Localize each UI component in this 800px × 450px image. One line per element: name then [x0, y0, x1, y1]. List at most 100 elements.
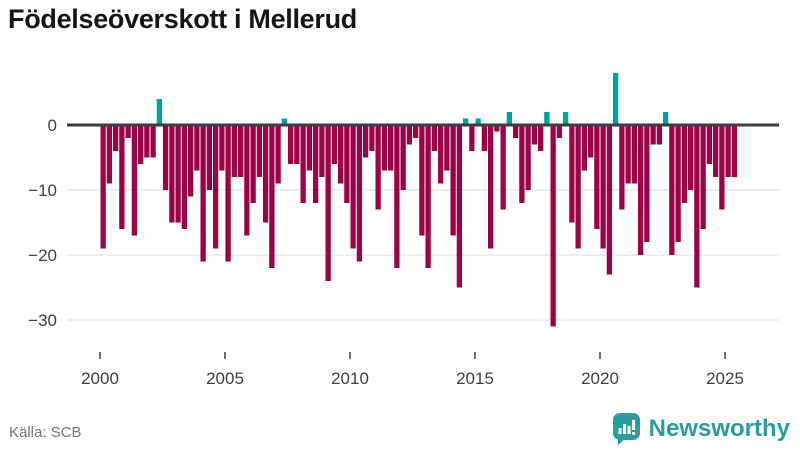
bar-2024Q2	[706, 125, 713, 164]
y-axis-label-−10: −10	[28, 181, 57, 200]
bar-2009Q4	[344, 125, 350, 203]
y-axis-label-−30: −30	[28, 311, 57, 330]
bar-2011Q3	[387, 125, 394, 171]
bar-2024Q1	[700, 125, 706, 229]
newsworthy-logo[interactable]: Newsworthy	[611, 412, 790, 446]
bar-2021Q2	[631, 125, 638, 184]
bar-2016Q3	[512, 125, 519, 138]
bar-2010Q2	[356, 125, 363, 262]
bar-2020Q3	[612, 73, 619, 125]
newsworthy-icon	[612, 413, 640, 445]
bar-2002Q1	[150, 125, 156, 158]
bar-2006Q3	[262, 125, 269, 223]
bar-2020Q2	[606, 125, 613, 275]
bar-2005Q1	[225, 125, 231, 262]
bar-2021Q1	[625, 125, 631, 184]
bar-2023Q4	[694, 125, 700, 288]
bar-2023Q3	[687, 125, 694, 190]
bar-2017Q3	[537, 125, 544, 151]
bar-2005Q3	[237, 125, 244, 177]
bar-2015Q4	[494, 125, 500, 132]
birth-surplus-chart: 0 −10 −20 −30 2000 2005 2010 2015 2020 2025	[28, 73, 779, 388]
bar-2013Q3	[437, 125, 444, 184]
bar-2025Q1	[725, 125, 731, 177]
bar-2012Q2	[406, 125, 413, 145]
bar-2012Q3	[412, 125, 419, 138]
brand-name: Newsworthy	[648, 415, 790, 442]
bar-2006Q4	[269, 125, 275, 268]
bar-2014Q4	[469, 125, 475, 151]
bar-2020Q1	[600, 125, 606, 249]
bar-2011Q2	[381, 125, 388, 171]
bar-2000Q3	[112, 125, 119, 151]
bar-2020Q4	[619, 125, 625, 210]
bar-2019Q1	[575, 125, 581, 249]
bar-2003Q1	[175, 125, 181, 223]
bar-2002Q2	[156, 99, 163, 125]
bar-2018Q2	[556, 125, 563, 138]
bar-2005Q2	[231, 125, 238, 177]
bar-2022Q3	[662, 112, 669, 125]
bar-2010Q1	[350, 125, 356, 249]
bar-2007Q2	[281, 118, 288, 125]
bar-2001Q3	[137, 125, 144, 164]
y-axis-label-−20: −20	[28, 246, 57, 265]
bar-2015Q1	[475, 118, 481, 125]
bar-2003Q4	[194, 125, 200, 171]
bar-2008Q1	[300, 125, 306, 203]
bar-2000Q2	[106, 125, 113, 184]
bar-2004Q4	[219, 125, 225, 171]
source-label: Källa: SCB	[9, 424, 82, 441]
x-axis-label-2010: 2010	[331, 369, 369, 388]
bar-2017Q1	[525, 125, 531, 190]
bar-2022Q1	[650, 125, 656, 145]
bar-2003Q3	[187, 125, 194, 197]
bar-2015Q2	[481, 125, 488, 151]
bar-2014Q2	[456, 125, 463, 288]
bar-2024Q3	[712, 125, 719, 177]
bar-2008Q2	[306, 125, 313, 171]
x-axis-label-2015: 2015	[456, 369, 494, 388]
bar-2022Q2	[656, 125, 663, 145]
bar-2009Q1	[325, 125, 331, 281]
bar-2000Q1	[100, 125, 106, 249]
bar-2025Q2	[731, 125, 738, 177]
y-axis-label-0: 0	[48, 116, 57, 135]
bar-2018Q4	[569, 125, 575, 223]
bar-2021Q3	[637, 125, 644, 255]
bar-2010Q3	[362, 125, 369, 158]
bar-2023Q2	[681, 125, 688, 203]
bar-2002Q3	[162, 125, 169, 190]
bar-2012Q1	[400, 125, 406, 190]
x-axis-label-2020: 2020	[581, 369, 619, 388]
bar-2014Q1	[450, 125, 456, 236]
bar-2001Q2	[131, 125, 138, 236]
bar-2011Q4	[394, 125, 400, 268]
bar-2013Q4	[444, 125, 450, 171]
bar-2015Q3	[487, 125, 494, 249]
bar-2018Q3	[562, 112, 569, 125]
bar-2007Q3	[287, 125, 294, 164]
bar-2016Q1	[500, 125, 506, 210]
x-axis-label-2005: 2005	[206, 369, 244, 388]
bar-2013Q2	[431, 125, 438, 151]
bar-2007Q1	[275, 125, 281, 184]
bar-2010Q4	[369, 125, 375, 151]
bar-2009Q3	[337, 125, 344, 184]
bar-2019Q4	[594, 125, 600, 229]
bar-2005Q4	[244, 125, 250, 236]
bar-2024Q4	[719, 125, 725, 210]
bar-2008Q3	[312, 125, 319, 203]
bar-2016Q2	[506, 112, 513, 125]
bar-2002Q4	[169, 125, 175, 223]
bar-2006Q1	[250, 125, 256, 203]
bar-2016Q4	[519, 125, 525, 203]
bar-2022Q4	[669, 125, 675, 255]
bar-2018Q1	[550, 125, 556, 327]
bar-2021Q4	[644, 125, 650, 242]
bar-2019Q3	[587, 125, 594, 158]
bar-2017Q2	[531, 125, 538, 145]
bar-2001Q1	[125, 125, 131, 138]
bar-2004Q3	[212, 125, 219, 249]
